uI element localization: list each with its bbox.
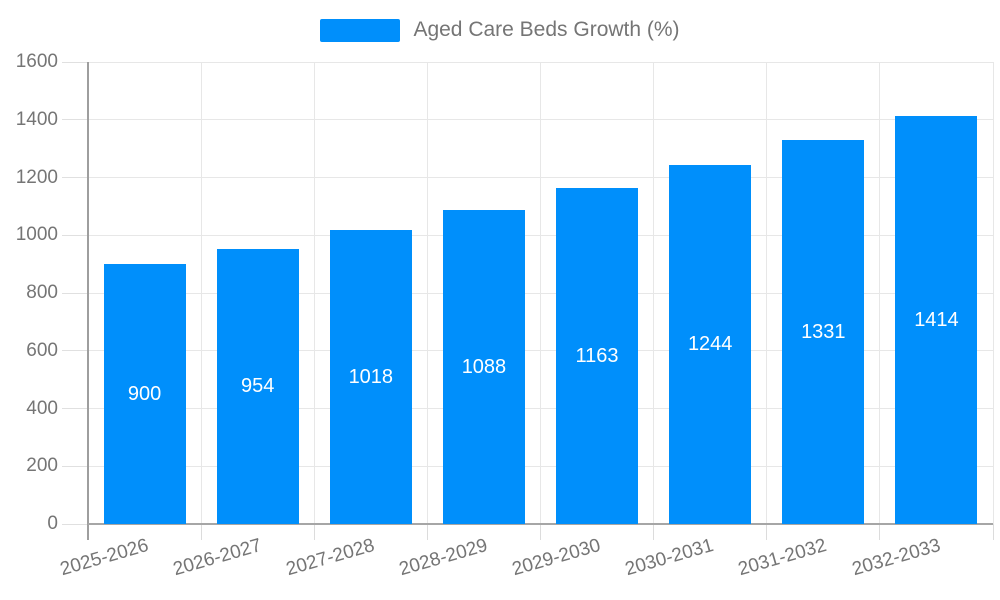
- x-axis-label: 2031-2032: [736, 534, 830, 581]
- legend: Aged Care Beds Growth (%): [0, 18, 1000, 42]
- x-gridline: [200, 62, 202, 524]
- x-axis-tick: [766, 524, 768, 540]
- bar-value-label: 1414: [914, 308, 959, 331]
- bar-value-label: 954: [241, 375, 275, 398]
- y-axis-tick: [62, 119, 88, 121]
- y-axis-label: 200: [26, 455, 58, 477]
- x-gridline: [992, 62, 994, 524]
- x-axis-tick: [313, 524, 315, 540]
- x-gridline: [313, 62, 315, 524]
- y-axis-label: 1600: [15, 51, 58, 72]
- x-axis-label: 2028-2029: [396, 534, 491, 581]
- bar-value-label: 1331: [801, 320, 846, 343]
- x-gridline: [653, 62, 655, 524]
- x-gridline: [766, 62, 768, 524]
- x-axis-label: 2032-2033: [849, 534, 943, 581]
- y-axis-tick: [62, 465, 88, 467]
- x-axis-tick: [992, 524, 994, 540]
- x-axis-label: 2025-2026: [57, 534, 151, 581]
- y-axis-tick: [62, 408, 88, 409]
- y-axis-label: 1400: [15, 108, 58, 130]
- y-axis-label: 1000: [15, 224, 58, 246]
- bar-2025-2026[interactable]: [103, 264, 186, 524]
- x-axis-label: 2029-2030: [509, 534, 604, 581]
- y-axis-tick: [62, 523, 88, 525]
- y-axis-tick: [62, 61, 88, 63]
- y-axis-label: 600: [26, 339, 58, 361]
- bar-value-label: 900: [127, 383, 162, 406]
- bar-2031-2032[interactable]: [782, 139, 865, 524]
- bar-2032-2033[interactable]: [895, 115, 978, 524]
- x-gridline: [426, 62, 428, 524]
- y-axis-tick: [62, 177, 88, 178]
- bar-value-label: 1088: [461, 355, 507, 378]
- y-axis-label: 400: [26, 397, 58, 419]
- x-axis-tick: [426, 524, 428, 540]
- bar-2028-2029[interactable]: [442, 209, 525, 524]
- x-axis-tick: [200, 524, 202, 540]
- bar-2030-2031[interactable]: [669, 164, 752, 524]
- y-axis-line: [87, 62, 89, 540]
- y-axis-label: 1200: [15, 166, 58, 188]
- bar-value-label: 1018: [348, 366, 394, 389]
- bar-2027-2028[interactable]: [329, 230, 412, 524]
- y-axis-label: 800: [26, 282, 58, 303]
- x-axis-line: [88, 523, 993, 525]
- x-gridline: [879, 62, 881, 524]
- x-axis-tick: [879, 524, 881, 540]
- x-axis-label: 2027-2028: [283, 534, 377, 581]
- x-axis-label: 2026-2027: [170, 534, 264, 581]
- legend-item[interactable]: Aged Care Beds Growth (%): [320, 18, 680, 42]
- x-gridline: [540, 62, 541, 524]
- bar-value-label: 1244: [687, 333, 733, 356]
- y-axis-label: 0: [47, 513, 58, 534]
- bar-value-label: 1163: [575, 345, 619, 368]
- legend-label: Aged Care Beds Growth (%): [413, 18, 680, 41]
- x-axis-label: 2030-2031: [623, 534, 717, 581]
- bar-2029-2030[interactable]: [556, 188, 639, 524]
- y-axis-tick: [62, 292, 88, 294]
- x-axis-tick: [653, 524, 655, 540]
- x-axis-tick: [540, 524, 541, 540]
- y-axis-tick: [62, 350, 88, 352]
- y-axis-tick: [62, 234, 88, 236]
- bar-2026-2027[interactable]: [216, 248, 299, 524]
- legend-swatch-icon: [320, 18, 401, 42]
